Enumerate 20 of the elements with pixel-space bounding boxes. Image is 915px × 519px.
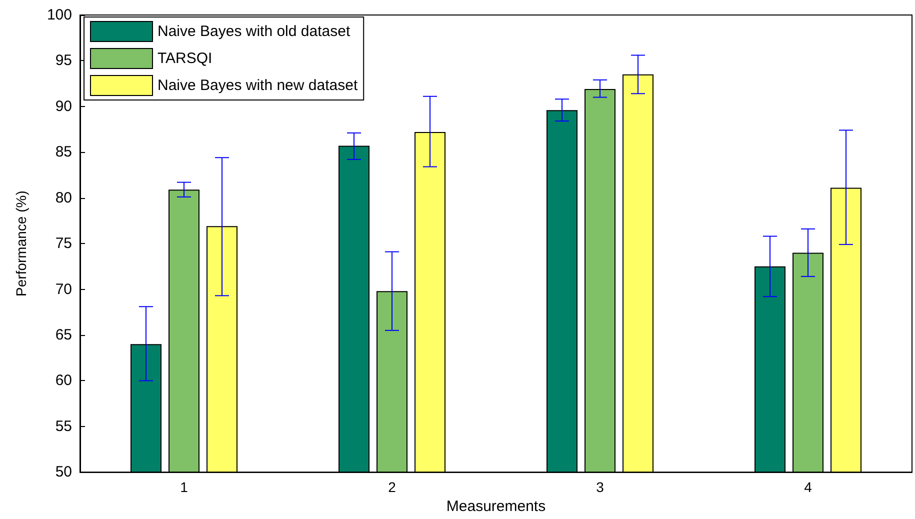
y-tick-label: 60	[55, 372, 72, 390]
x-tick-label: 3	[596, 479, 604, 496]
y-tick-label: 70	[55, 280, 72, 298]
y-tick-label: 55	[55, 418, 72, 435]
x-tick-label: 2	[388, 479, 396, 496]
x-axis-title: Measurements	[446, 498, 546, 515]
y-tick-label: 65	[55, 326, 72, 344]
y-tick-label: 75	[55, 235, 72, 252]
y-tick-label: 90	[55, 98, 72, 115]
y-axis-title: Performance (%)	[13, 190, 29, 296]
x-tick-label: 4	[804, 479, 812, 496]
y-tick-label: 95	[55, 52, 72, 70]
legend-label: Naive Bayes with old dataset	[158, 23, 351, 40]
x-tick-label: 1	[180, 479, 188, 496]
y-tick-label: 50	[55, 464, 72, 481]
legend-label: TARSQI	[158, 50, 212, 67]
y-tick-label: 80	[55, 189, 72, 206]
y-tick-label: 85	[55, 144, 72, 161]
legend-label: Naive Bayes with new dataset	[158, 77, 358, 94]
y-tick-label: 100	[46, 6, 72, 24]
